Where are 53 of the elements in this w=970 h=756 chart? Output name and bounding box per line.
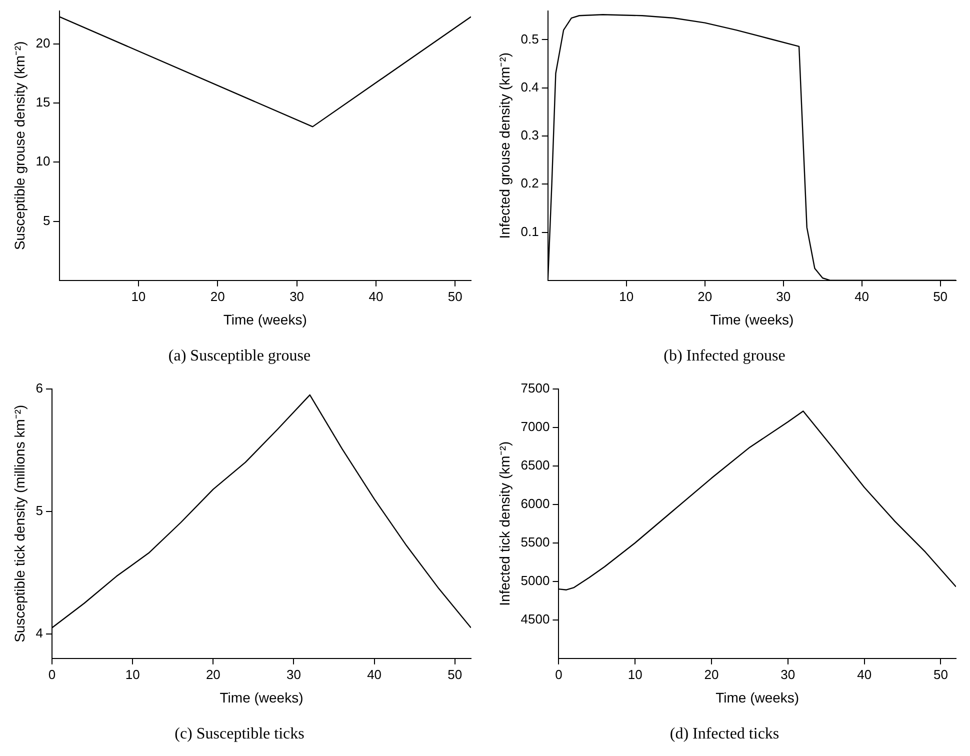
- y-axis-title: Infected tick density (km⁻²): [496, 441, 512, 606]
- y-tick-label: 0.5: [520, 31, 539, 46]
- x-tick-label: 50: [933, 288, 948, 304]
- y-tick-label: 4500: [520, 611, 550, 626]
- x-axis-title: Time (weeks): [710, 311, 794, 328]
- y-tick-label: 6: [36, 380, 44, 396]
- x-tick-label: 40: [367, 666, 382, 682]
- x-tick-label: 20: [206, 666, 220, 682]
- x-tick-label: 50: [448, 666, 462, 682]
- y-tick-label: 20: [36, 35, 50, 50]
- x-tick-label: 30: [776, 288, 791, 304]
- x-tick-label: 30: [290, 288, 304, 304]
- y-tick-label: 15: [36, 94, 50, 110]
- y-tick-label: 5500: [520, 534, 550, 550]
- x-axis-title: Time (weeks): [716, 689, 800, 706]
- y-tick-label: 0.1: [520, 224, 539, 239]
- text: (c) Susceptible ticks: [174, 726, 304, 743]
- x-axis-title: Time (weeks): [220, 689, 304, 706]
- y-tick-label: 0.4: [520, 79, 539, 94]
- x-tick-label: 0: [48, 666, 56, 682]
- y-tick-label: 6000: [520, 496, 550, 511]
- y-tick-label: 10: [36, 154, 50, 169]
- y-tick-label: 7500: [520, 380, 550, 396]
- x-tick-label: 50: [448, 288, 462, 304]
- x-tick-label: 40: [368, 288, 384, 304]
- x-tick-label: 20: [704, 666, 719, 682]
- y-tick-label: 5: [43, 212, 50, 228]
- y-axis-title: Susceptible grouse density (km⁻²): [11, 41, 28, 250]
- y-tick-label: 7000: [520, 418, 550, 434]
- x-tick-label: 50: [933, 666, 948, 682]
- x-tick-label: 0: [555, 666, 562, 682]
- y-tick-label: 0.2: [520, 176, 539, 191]
- x-tick-label: 40: [857, 666, 872, 682]
- x-tick-label: 40: [854, 288, 870, 304]
- x-tick-label: 10: [628, 666, 642, 682]
- y-tick-label: 5: [36, 502, 44, 518]
- text: (a) Susceptible grouse: [168, 348, 311, 365]
- x-tick-label: 30: [286, 666, 301, 682]
- y-tick-label: 4: [36, 625, 44, 640]
- x-axis-title: Time (weeks): [223, 311, 307, 328]
- text: (b) Infected grouse: [664, 348, 786, 365]
- y-axis-title: Infected grouse density (km⁻²): [496, 52, 512, 239]
- y-axis-title: Susceptible tick density (millions km⁻²): [11, 404, 28, 642]
- y-tick-label: 5000: [520, 572, 550, 588]
- x-tick-label: 20: [698, 288, 712, 304]
- y-tick-label: 0.3: [520, 128, 539, 143]
- x-tick-label: 10: [619, 288, 634, 304]
- y-tick-label: 6500: [520, 457, 550, 472]
- x-tick-label: 20: [210, 288, 225, 304]
- x-tick-label: 10: [131, 288, 146, 304]
- x-tick-label: 30: [780, 666, 796, 682]
- text: (d) Infected ticks: [670, 726, 780, 743]
- x-tick-label: 10: [125, 666, 140, 682]
